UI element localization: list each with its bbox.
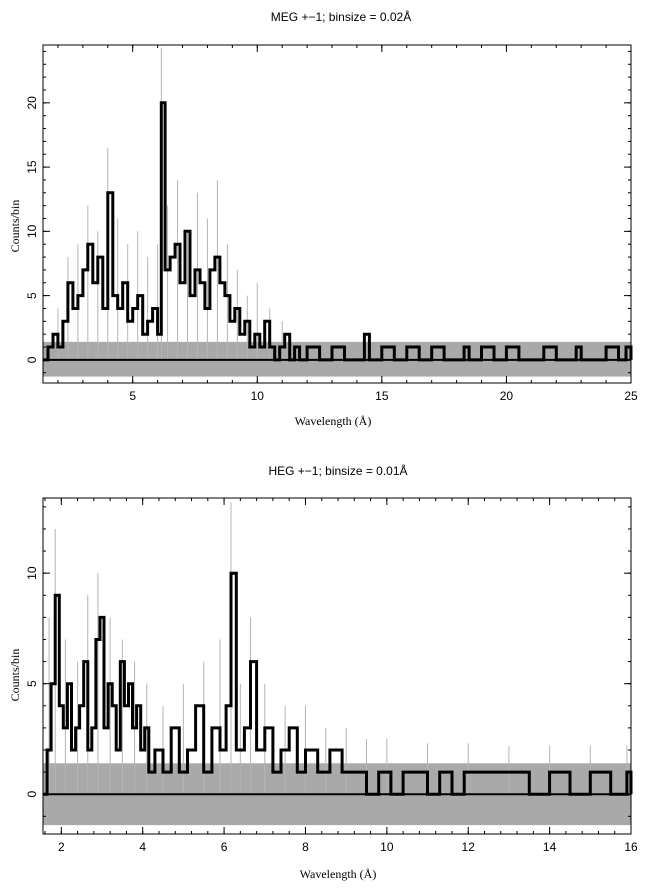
heg-y-tick-label: 0: [25, 791, 39, 798]
meg-x-tick-label: 5: [129, 389, 136, 403]
heg-x-tick-label: 14: [543, 840, 557, 854]
meg-y-axis-label: Counts/bin: [8, 200, 22, 253]
meg-plot-frame: [42, 44, 632, 384]
heg-x-tick-label: 8: [302, 840, 309, 854]
meg-y-tick-label: 5: [25, 292, 39, 299]
meg-y-tick-label: 10: [25, 224, 39, 238]
meg-x-tick-label: 15: [375, 389, 389, 403]
heg-counts-histogram: [43, 571, 633, 796]
heg-x-tick-label: 4: [139, 840, 146, 854]
heg-x-tick-label: 16: [624, 840, 638, 854]
heg-y-tick-label: 10: [25, 566, 39, 580]
meg-y-tick-label: 0: [25, 356, 39, 363]
heg-x-tick-label: 12: [462, 840, 476, 854]
meg-counts-histogram: [43, 101, 633, 362]
heg-title: HEG +−1; binsize = 0.01Å: [268, 463, 407, 478]
meg-panel: MEG +−1; binsize = 0.02Å Wavelength (Å) …: [8, 9, 638, 428]
meg-x-tick-label: 20: [500, 389, 514, 403]
meg-y-tick-label: 20: [25, 96, 39, 110]
heg-x-tick-label: 6: [221, 840, 228, 854]
heg-x-tick-label: 10: [380, 840, 394, 854]
meg-x-axis-label: Wavelength (Å): [295, 414, 372, 428]
heg-panel: HEG +−1; binsize = 0.01Å Wavelength (Å) …: [8, 463, 638, 881]
heg-x-tick-label: 2: [58, 840, 65, 854]
heg-y-axis-label: Counts/bin: [8, 649, 22, 702]
meg-x-tick-label: 25: [624, 389, 638, 403]
meg-x-tick-label: 10: [251, 389, 265, 403]
meg-y-tick-label: 15: [25, 160, 39, 174]
heg-plot-frame: [42, 497, 632, 835]
heg-x-axis-label: Wavelength (Å): [300, 867, 377, 881]
heg-y-tick-label: 5: [25, 680, 39, 687]
meg-title: MEG +−1; binsize = 0.02Å: [271, 9, 411, 24]
